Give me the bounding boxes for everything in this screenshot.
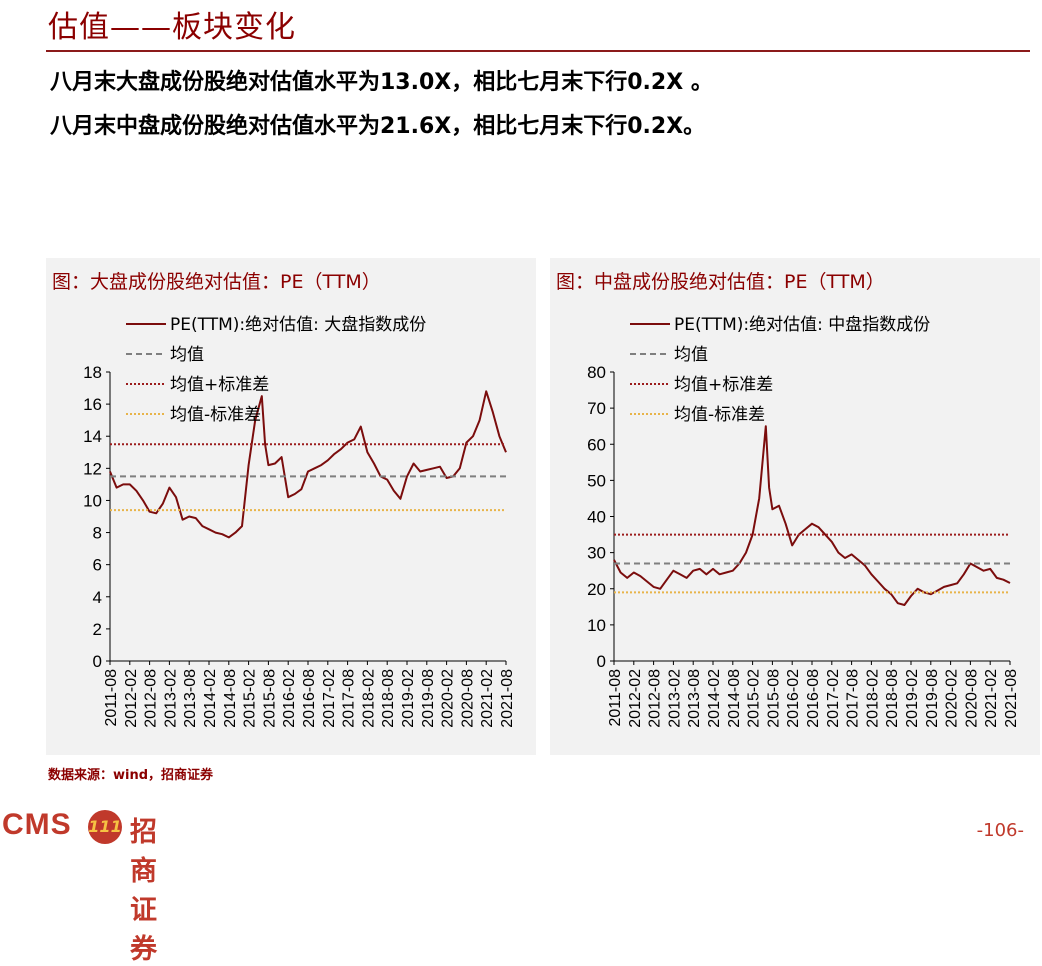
- x-tick-label: 2019-08: [420, 669, 437, 728]
- logo-company-name: 招商证券: [130, 817, 159, 965]
- x-tick-label: 2015-02: [746, 669, 763, 728]
- y-tick-label: 50: [587, 471, 606, 490]
- x-tick-label: 2013-02: [162, 669, 179, 728]
- y-tick-label: 0: [597, 652, 606, 671]
- logo-text: CMS: [2, 808, 72, 841]
- x-tick-label: 2018-08: [380, 669, 397, 728]
- x-tick-label: 2016-08: [301, 669, 318, 728]
- x-tick-label: 2020-02: [944, 669, 961, 728]
- legend-item-lower-label: 均值-标准差: [674, 405, 765, 425]
- x-tick-label: 2018-02: [360, 669, 377, 728]
- y-tick-label: 40: [587, 508, 606, 527]
- y-tick-label: 12: [83, 459, 102, 478]
- y-tick-label: 20: [587, 580, 606, 599]
- series-line-pe: [613, 425, 1011, 606]
- y-tick-label: 30: [587, 544, 606, 563]
- x-tick-label: 2015-08: [261, 669, 278, 728]
- x-tick-label: 2011-08: [103, 669, 120, 727]
- title-divider: [46, 50, 1030, 52]
- y-tick-label: 70: [587, 399, 606, 418]
- x-tick-label: 2017-02: [321, 669, 338, 728]
- x-tick-label: 2012-02: [627, 669, 644, 728]
- legend-item-upper-label: 均值+标准差: [674, 375, 773, 395]
- legend-item-lower-label: 均值-标准差: [170, 405, 261, 425]
- x-tick-label: 2014-08: [222, 669, 239, 728]
- x-tick-label: 2016-08: [805, 669, 822, 728]
- y-tick-label: 8: [93, 524, 102, 543]
- x-tick-label: 2020-08: [963, 669, 980, 728]
- x-tick-label: 2021-08: [1003, 669, 1020, 728]
- chart-title: 图：大盘成份股绝对估值：PE（TTM）: [52, 271, 381, 293]
- x-tick-label: 2021-02: [479, 669, 496, 728]
- y-tick-label: 2: [93, 620, 102, 639]
- chart-panel-mid-cap: 图：中盘成份股绝对估值：PE（TTM） 0 10 20 30 40 50 60 70 80 201…: [550, 258, 1040, 755]
- x-tick-label: 2011-08: [607, 669, 624, 727]
- y-tick-label: 10: [83, 491, 102, 510]
- x-tick-label: 2016-02: [281, 669, 298, 728]
- y-tick-label: 0: [93, 652, 102, 671]
- y-tick-label: 10: [587, 616, 606, 635]
- x-tick-label: 2020-02: [440, 669, 457, 728]
- legend-item-mean-label: 均值: [170, 345, 204, 365]
- x-tick-label: 2012-08: [647, 669, 664, 728]
- x-tick-label: 2019-02: [400, 669, 417, 728]
- legend-item-pe-label: PE(TTM):绝对估值: 中盘指数成份: [674, 315, 930, 335]
- x-tick-label: 2021-08: [499, 669, 516, 728]
- legend-item-mean-label: 均值: [674, 345, 708, 365]
- x-tick-label: 2014-08: [726, 669, 743, 728]
- y-tick-label: 80: [587, 363, 606, 382]
- data-source-note: 数据来源：wind，招商证券: [48, 768, 214, 783]
- logo-badge-icon: 111: [88, 810, 122, 844]
- chart-panel-large-cap: 图：大盘成份股绝对估值：PE（TTM） 0 2 4 6 8 10 12 14 16 18 2011-…: [46, 258, 536, 755]
- x-tick-label: 2021-02: [983, 669, 1000, 728]
- x-tick-label: 2012-08: [143, 669, 160, 728]
- x-tick-label: 2013-08: [182, 669, 199, 728]
- y-tick-label: 14: [83, 427, 102, 446]
- series-line-pe: [109, 390, 507, 539]
- x-tick-label: 2019-08: [924, 669, 941, 728]
- y-tick-label: 6: [93, 556, 102, 575]
- x-tick-label: 2014-02: [202, 669, 219, 728]
- x-tick-label: 2013-08: [686, 669, 703, 728]
- y-tick-label: 4: [93, 588, 102, 607]
- x-tick-label: 2017-08: [341, 669, 358, 728]
- legend-item-pe-label: PE(TTM):绝对估值: 大盘指数成份: [170, 315, 426, 335]
- summary-mid-cap: 八月末中盘成份股绝对估值水平为21.6X，相比七月末下行0.2X。: [50, 114, 706, 139]
- x-tick-label: 2018-02: [864, 669, 881, 728]
- x-tick-label: 2012-02: [123, 669, 140, 728]
- x-tick-label: 2015-08: [765, 669, 782, 728]
- summary-large-cap: 八月末大盘成份股绝对估值水平为13.0X，相比七月末下行0.2X 。: [50, 70, 713, 95]
- chart-title: 图：中盘成份股绝对估值：PE（TTM）: [556, 271, 885, 293]
- x-tick-label: 2018-08: [884, 669, 901, 728]
- legend-item-upper-label: 均值+标准差: [170, 375, 269, 395]
- x-tick-label: 2016-02: [785, 669, 802, 728]
- y-tick-label: 16: [83, 395, 102, 414]
- y-tick-label: 60: [587, 435, 606, 454]
- x-tick-label: 2019-02: [904, 669, 921, 728]
- x-tick-label: 2017-08: [845, 669, 862, 728]
- x-tick-label: 2020-08: [459, 669, 476, 728]
- page-title: 估值——板块变化: [48, 10, 296, 45]
- y-tick-label: 18: [83, 363, 102, 382]
- x-tick-label: 2017-02: [825, 669, 842, 728]
- x-tick-label: 2014-02: [706, 669, 723, 728]
- page-number: -106-: [976, 820, 1024, 841]
- x-tick-label: 2015-02: [242, 669, 259, 728]
- x-tick-label: 2013-02: [666, 669, 683, 728]
